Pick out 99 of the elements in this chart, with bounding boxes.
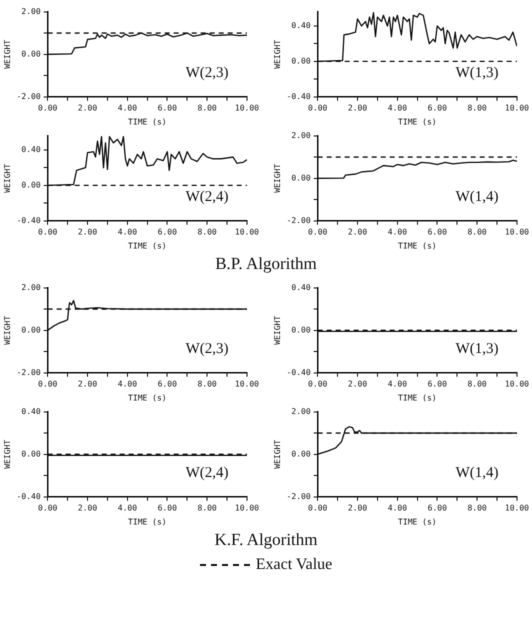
x-axis-title: TIME (s) — [128, 517, 167, 526]
x-tick-label: 0.00 — [308, 504, 328, 513]
x-tick-label: 10.00 — [504, 104, 530, 113]
y-axis-title: WEIGHT — [272, 164, 282, 193]
y-tick-label: 0.00 — [291, 449, 311, 458]
y-tick-label: 0.40 — [21, 145, 41, 154]
y-tick-label: 2.00 — [21, 6, 41, 16]
x-tick-label: 4.00 — [118, 104, 138, 113]
y-tick-label: 0.40 — [291, 282, 311, 292]
y-tick-label: 0.00 — [291, 173, 311, 182]
annotation: W(2,4) — [186, 464, 229, 481]
x-tick-label: 10.00 — [234, 380, 260, 389]
y-tick-label: 2.00 — [21, 282, 41, 292]
x-axis-title: TIME (s) — [128, 241, 167, 250]
y-tick-label: -0.40 — [16, 492, 41, 501]
y-tick-label: 0.00 — [21, 49, 41, 58]
x-tick-label: 8.00 — [467, 504, 487, 513]
x-axis-title: TIME (s) — [128, 393, 167, 402]
x-axis-title: TIME (s) — [398, 517, 437, 526]
x-tick-label: 8.00 — [467, 104, 487, 113]
y-tick-label: 0.00 — [21, 449, 41, 458]
x-tick-label: 10.00 — [504, 504, 530, 513]
x-tick-label: 2.00 — [348, 104, 368, 113]
y-tick-label: 0.40 — [21, 406, 41, 416]
x-tick-label: 2.00 — [348, 380, 368, 389]
x-axis-title: TIME (s) — [398, 241, 437, 250]
x-tick-label: 2.00 — [348, 504, 368, 513]
x-tick-label: 0.00 — [38, 228, 58, 237]
annotation: W(1,4) — [456, 188, 499, 205]
y-axis-title: WEIGHT — [272, 40, 282, 69]
text: B.P. Algorithm — [214, 254, 318, 274]
x-tick-label: 4.00 — [388, 104, 408, 113]
x-tick-label: 6.00 — [428, 504, 448, 513]
x-tick-label: 2.00 — [348, 228, 368, 237]
x-tick-label: 0.00 — [38, 104, 58, 113]
x-tick-label: 2.00 — [78, 104, 98, 113]
x-tick-label: 4.00 — [388, 380, 408, 389]
x-tick-label: 6.00 — [428, 380, 448, 389]
x-tick-label: 10.00 — [504, 228, 530, 237]
x-tick-label: 10.00 — [504, 380, 530, 389]
legend-label: Exact Value — [256, 556, 332, 574]
y-tick-label: -2.00 — [286, 216, 311, 225]
y-tick-label: -2.00 — [16, 92, 41, 101]
y-tick-label: -0.40 — [16, 216, 41, 225]
x-axis-title: TIME (s) — [398, 117, 437, 126]
y-tick-label: -2.00 — [16, 368, 41, 377]
x-tick-label: 0.00 — [308, 380, 328, 389]
annotation: W(2,3) — [186, 64, 229, 81]
y-tick-label: 2.00 — [291, 130, 311, 140]
text: K.F. Algorithm — [213, 530, 318, 550]
y-axis-title: WEIGHT — [2, 164, 12, 193]
x-tick-label: 6.00 — [428, 228, 448, 237]
x-tick-label: 10.00 — [234, 228, 260, 237]
x-axis-title: TIME (s) — [128, 117, 167, 126]
y-tick-label: 0.00 — [21, 325, 41, 334]
annotation: W(2,4) — [186, 188, 229, 205]
x-tick-label: 2.00 — [78, 228, 98, 237]
y-tick-label: -0.40 — [286, 368, 311, 377]
x-tick-label: 6.00 — [428, 104, 448, 113]
x-tick-label: 8.00 — [197, 228, 217, 237]
x-tick-label: 8.00 — [467, 228, 487, 237]
y-axis-title: WEIGHT — [2, 40, 12, 69]
x-axis-title: TIME (s) — [398, 393, 437, 402]
y-tick-label: -2.00 — [286, 492, 311, 501]
y-axis-title: WEIGHT — [2, 316, 12, 345]
y-axis-title: WEIGHT — [2, 440, 12, 469]
x-tick-label: 6.00 — [158, 228, 178, 237]
x-tick-label: 10.00 — [234, 504, 260, 513]
x-tick-label: 2.00 — [78, 380, 98, 389]
x-tick-label: 0.00 — [308, 104, 328, 113]
annotation: W(1,3) — [456, 340, 499, 357]
x-tick-label: 4.00 — [388, 504, 408, 513]
annotation: W(1,4) — [456, 464, 499, 481]
y-tick-label: -0.40 — [286, 92, 311, 101]
y-axis-title: WEIGHT — [272, 316, 282, 345]
x-tick-label: 4.00 — [118, 504, 138, 513]
x-tick-label: 10.00 — [234, 104, 260, 113]
x-tick-label: 6.00 — [158, 104, 178, 113]
x-tick-label: 0.00 — [38, 380, 58, 389]
y-axis-title: WEIGHT — [272, 440, 282, 469]
y-tick-label: 0.00 — [291, 56, 311, 66]
x-tick-label: 4.00 — [118, 380, 138, 389]
x-tick-label: 8.00 — [197, 380, 217, 389]
x-tick-label: 0.00 — [308, 228, 328, 237]
annotation: W(2,3) — [186, 340, 229, 357]
x-tick-label: 8.00 — [197, 104, 217, 113]
x-tick-label: 6.00 — [158, 504, 178, 513]
y-tick-label: 0.00 — [21, 180, 41, 190]
x-tick-label: 4.00 — [118, 228, 138, 237]
x-tick-label: 0.00 — [38, 504, 58, 513]
annotation: W(1,3) — [456, 64, 499, 81]
x-tick-label: 2.00 — [78, 504, 98, 513]
x-tick-label: 4.00 — [388, 228, 408, 237]
y-tick-label: 0.00 — [291, 325, 311, 334]
x-tick-label: 8.00 — [197, 504, 217, 513]
y-tick-label: 2.00 — [291, 406, 311, 416]
y-tick-label: 0.40 — [291, 21, 311, 30]
x-tick-label: 8.00 — [467, 380, 487, 389]
x-tick-label: 6.00 — [158, 380, 178, 389]
